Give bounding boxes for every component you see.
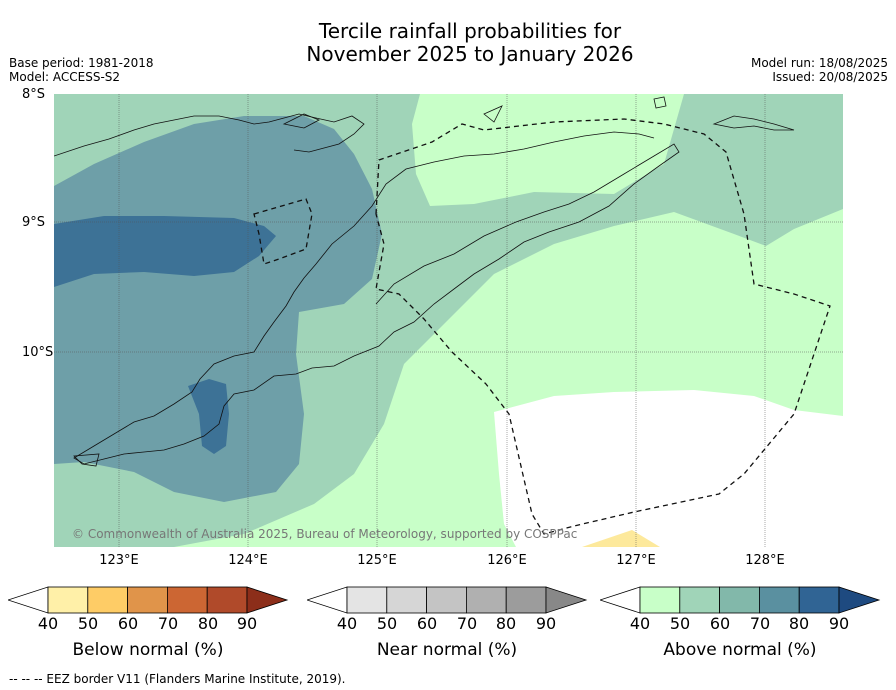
lon-label-127e: 127°E [616, 553, 656, 568]
colorbar-above-title: Above normal (%) [663, 640, 817, 660]
gridlines [54, 94, 843, 547]
colorbar-below-cell [206, 586, 248, 614]
colorbar-near-cell [386, 586, 428, 614]
tick: 80 [788, 614, 810, 633]
region-above-70-south [188, 379, 229, 454]
lon-label-124e: 124°E [228, 553, 268, 568]
lat-label-8s: 8°S [22, 87, 46, 102]
region-below-40 [582, 530, 660, 547]
tick: 80 [197, 614, 219, 633]
tick: 90 [236, 614, 258, 633]
lat-label-9s: 9°S [22, 215, 46, 230]
colorbar-above-cell [758, 586, 800, 614]
region-no-dominant [494, 390, 843, 547]
colorbar-near-extend-low [307, 586, 348, 614]
tick: 60 [709, 614, 731, 633]
metadata-left: Base period: 1981-2018 Model: ACCESS-S2 [9, 56, 154, 84]
colorbar-above-normal [600, 586, 881, 614]
tick: 90 [828, 614, 850, 633]
region-above-60 [54, 116, 382, 502]
tick: 40 [629, 614, 651, 633]
lat-label-10s: 10°S [22, 345, 54, 360]
tick: 80 [495, 614, 517, 633]
tick: 50 [376, 614, 398, 633]
colorbar-near-title: Near normal (%) [376, 640, 518, 660]
colorbar-above-cell [679, 586, 721, 614]
title-line-2: November 2025 to January 2026 [306, 42, 634, 66]
tick: 60 [117, 614, 139, 633]
colorbar-near-cell [426, 586, 467, 614]
tick: 50 [77, 614, 99, 633]
colorbar-above-cell [798, 586, 840, 614]
colorbar-above-cell [639, 586, 681, 614]
copyright-notice: © Commonwealth of Australia 2025, Bureau… [72, 527, 578, 541]
tick: 60 [416, 614, 438, 633]
colorbar-near-normal [307, 586, 588, 614]
tercile-map [53, 94, 843, 547]
lon-label-123e: 123°E [99, 553, 139, 568]
model-run: Model run: 18/08/2025 [750, 56, 888, 70]
colorbar-below-title: Below normal (%) [72, 640, 224, 660]
tick: 70 [456, 614, 478, 633]
colorbar-near-extend-high [545, 586, 588, 614]
colorbar-below-cell [87, 586, 129, 614]
colorbar-below-cell [47, 586, 89, 614]
colorbar-above-extend-high [838, 586, 881, 614]
colorbar-above-extend-low [600, 586, 641, 614]
eez-footnote: -- -- -- EEZ border V11 (Flanders Marine… [9, 672, 346, 686]
tick: 90 [535, 614, 557, 633]
colorbar-below-normal [8, 586, 289, 614]
lon-label-125e: 125°E [357, 553, 397, 568]
eez-border [253, 118, 831, 535]
issued-date: Issued: 20/08/2025 [772, 70, 888, 84]
model-name: Model: ACCESS-S2 [9, 70, 121, 84]
tick: 50 [669, 614, 691, 633]
colorbar-above-cell [719, 586, 760, 614]
base-period: Base period: 1981-2018 [9, 56, 154, 70]
metadata-right: Model run: 18/08/2025 Issued: 20/08/2025 [751, 56, 888, 84]
colorbar-near-cell [505, 586, 547, 614]
region-above-70-west [54, 216, 276, 287]
lon-label-128e: 128°E [745, 553, 785, 568]
colorbar-below-cell [166, 586, 208, 614]
map-title: Tercile rainfall probabilities for Novem… [0, 20, 896, 66]
tick: 40 [37, 614, 59, 633]
tick: 70 [749, 614, 771, 633]
colorbar-near-cell [346, 586, 388, 614]
tick: 40 [336, 614, 358, 633]
colorbar-near-cell [465, 586, 507, 614]
title-line-1: Tercile rainfall probabilities for [318, 19, 622, 43]
coastlines [53, 96, 795, 467]
lon-label-126e: 126°E [487, 553, 527, 568]
tick: 70 [157, 614, 179, 633]
colorbar-below-cell [127, 586, 168, 614]
colorbar-below-extend-high [246, 586, 289, 614]
colorbar-below-extend-low [8, 586, 49, 614]
map-panel: © Commonwealth of Australia 2025, Bureau… [53, 94, 843, 547]
